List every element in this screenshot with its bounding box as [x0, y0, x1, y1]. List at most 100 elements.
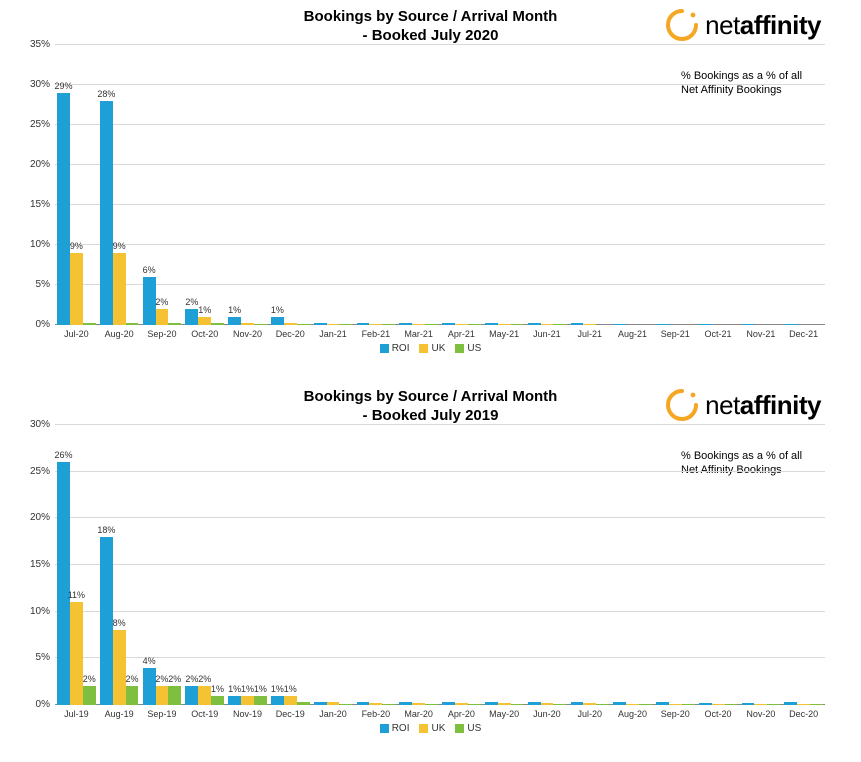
- bar-roi: [228, 317, 241, 325]
- bars-container: [55, 425, 825, 705]
- bar-us: [725, 704, 738, 705]
- bar-roi: [143, 277, 156, 325]
- legend: ROIUKUS: [0, 723, 861, 734]
- category-group: [526, 45, 569, 325]
- bar-us: [682, 704, 695, 705]
- brand-logo: netaffinity: [665, 388, 821, 422]
- bar-uk: [455, 324, 468, 325]
- category-group: [568, 425, 611, 705]
- x-tick-label: Nov-20: [746, 709, 775, 719]
- x-tick-label: Dec-21: [789, 329, 818, 339]
- bar-roi: [742, 703, 755, 705]
- data-label: 2%: [198, 674, 211, 684]
- bar-us: [511, 704, 524, 705]
- plot-area: 26%11%2%18%8%2%4%2%2%2%2%1%1%1%1%1%1%: [55, 425, 825, 705]
- data-label: 9%: [70, 241, 83, 251]
- data-label: 9%: [113, 241, 126, 251]
- bar-roi: [613, 324, 626, 325]
- bar-us: [168, 323, 181, 325]
- category-group: [226, 425, 269, 705]
- bar-us: [83, 686, 96, 705]
- brand-wordmark: netaffinity: [705, 390, 821, 421]
- bar-us: [810, 704, 823, 705]
- bar-roi: [228, 696, 241, 705]
- bar-us: [339, 324, 352, 325]
- x-tick-label: Dec-20: [276, 329, 305, 339]
- legend-label: UK: [431, 723, 445, 734]
- bar-roi: [656, 702, 669, 705]
- x-tick-label: Oct-19: [191, 709, 218, 719]
- x-tick-label: Sep-21: [661, 329, 690, 339]
- bar-us: [254, 696, 267, 705]
- category-group: [226, 45, 269, 325]
- legend-label: UK: [431, 343, 445, 354]
- data-label: 2%: [185, 674, 198, 684]
- x-tick-label: Sep-19: [147, 709, 176, 719]
- category-group: [697, 45, 740, 325]
- bar-uk: [241, 323, 254, 325]
- bar-uk: [70, 602, 83, 705]
- category-group: [183, 45, 226, 325]
- bar-uk: [583, 703, 596, 705]
- x-tick-label: May-20: [489, 709, 519, 719]
- legend-label: ROI: [392, 343, 410, 354]
- category-group: [397, 45, 440, 325]
- bar-roi: [742, 324, 755, 325]
- x-tick-label: Nov-20: [233, 329, 262, 339]
- bar-us: [468, 324, 481, 325]
- x-tick-label: Aug-20: [618, 709, 647, 719]
- category-group: [611, 425, 654, 705]
- bar-us: [511, 324, 524, 325]
- category-group: [611, 45, 654, 325]
- legend-swatch-uk: [419, 724, 428, 733]
- bar-roi: [571, 323, 584, 325]
- x-tick-label: Oct-20: [191, 329, 218, 339]
- bar-roi: [100, 101, 113, 325]
- legend-label: US: [467, 343, 481, 354]
- bar-uk: [583, 324, 596, 325]
- x-tick-label: Jan-21: [319, 329, 347, 339]
- data-label: 18%: [97, 525, 115, 535]
- y-tick-label: 5%: [10, 652, 50, 663]
- bar-us: [382, 704, 395, 705]
- legend-item-roi: ROI: [380, 723, 410, 734]
- bar-roi: [656, 324, 669, 325]
- data-label: 2%: [185, 297, 198, 307]
- data-label: 1%: [254, 684, 267, 694]
- x-tick-label: Sep-20: [661, 709, 690, 719]
- x-tick-label: Jul-20: [64, 329, 89, 339]
- bar-roi: [185, 686, 198, 705]
- y-tick-label: 0%: [10, 699, 50, 710]
- y-tick-label: 10%: [10, 606, 50, 617]
- y-tick-label: 35%: [10, 39, 50, 50]
- plot-area: 29%9%28%9%6%2%2%1%1%1%: [55, 45, 825, 325]
- bar-roi: [784, 324, 797, 325]
- bar-uk: [669, 704, 682, 705]
- x-tick-label: Mar-21: [404, 329, 433, 339]
- bar-roi: [528, 323, 541, 325]
- chart-title-line2: - Booked July 2019: [363, 407, 499, 424]
- data-label: 1%: [228, 684, 241, 694]
- bar-roi: [442, 323, 455, 325]
- x-tick-label: Jan-20: [319, 709, 347, 719]
- x-tick-label: Jul-20: [577, 709, 602, 719]
- category-group: [568, 45, 611, 325]
- bar-uk: [541, 703, 554, 705]
- x-tick-label: Jul-21: [577, 329, 602, 339]
- category-group: [269, 45, 312, 325]
- bar-roi: [528, 702, 541, 705]
- category-group: [782, 425, 825, 705]
- data-label: 2%: [83, 674, 96, 684]
- bar-uk: [156, 309, 169, 325]
- legend-swatch-uk: [419, 344, 428, 353]
- bar-uk: [369, 324, 382, 325]
- bar-us: [425, 704, 438, 705]
- bar-roi: [485, 323, 498, 325]
- bar-us: [126, 686, 139, 705]
- bar-roi: [314, 702, 327, 705]
- data-label: 1%: [228, 305, 241, 315]
- bar-us: [382, 324, 395, 325]
- category-group: [483, 425, 526, 705]
- x-tick-label: Oct-21: [705, 329, 732, 339]
- bar-uk: [498, 324, 511, 325]
